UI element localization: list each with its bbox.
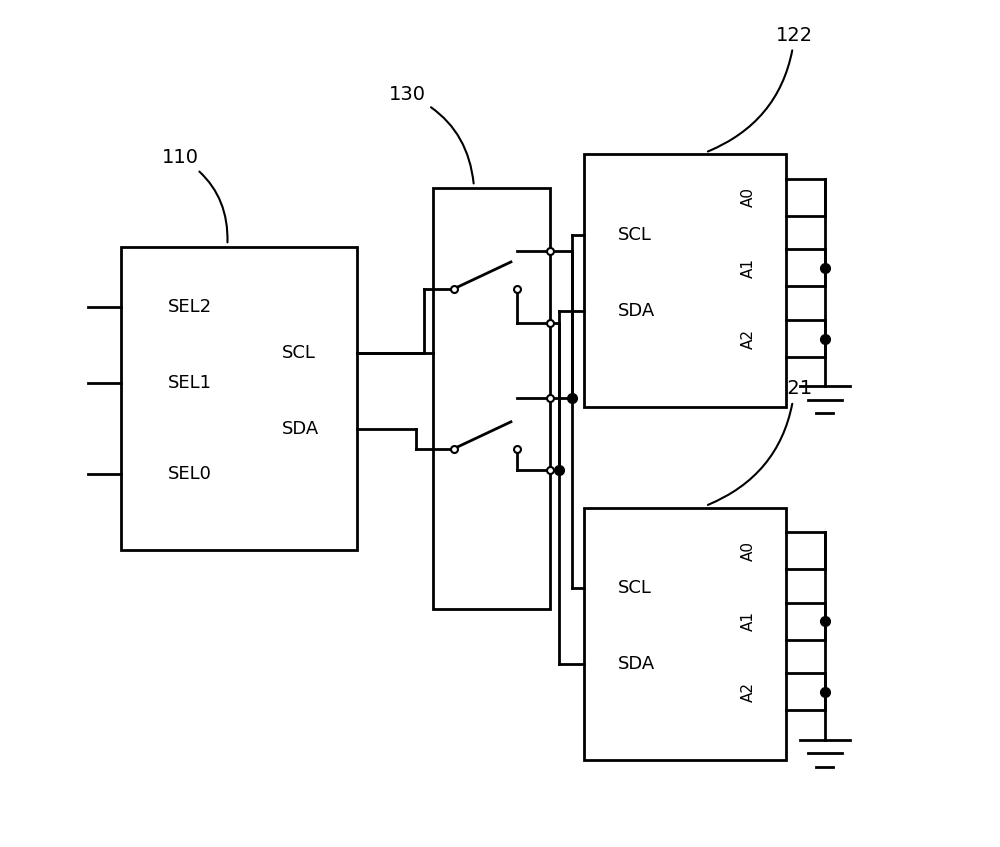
Text: 130: 130 — [389, 85, 474, 184]
Text: SEL2: SEL2 — [168, 298, 212, 317]
Bar — [584, 154, 786, 407]
Text: SCL: SCL — [618, 579, 652, 597]
Text: A0: A0 — [741, 540, 756, 561]
Bar — [433, 188, 550, 609]
Text: SCL: SCL — [618, 226, 652, 244]
Text: A0: A0 — [741, 187, 756, 208]
Text: A1: A1 — [741, 257, 756, 278]
Text: 122: 122 — [708, 26, 813, 152]
Text: SDA: SDA — [618, 655, 655, 673]
Bar — [121, 246, 357, 550]
Text: 121: 121 — [708, 379, 813, 505]
Text: SEL0: SEL0 — [168, 465, 212, 483]
Text: A2: A2 — [741, 682, 756, 702]
Text: SCL: SCL — [282, 344, 315, 362]
Text: SDA: SDA — [282, 419, 319, 438]
Text: A2: A2 — [741, 329, 756, 348]
Text: SEL1: SEL1 — [168, 374, 212, 392]
Text: 110: 110 — [162, 148, 228, 242]
Text: A1: A1 — [741, 612, 756, 631]
Bar — [584, 507, 786, 760]
Text: SDA: SDA — [618, 302, 655, 320]
